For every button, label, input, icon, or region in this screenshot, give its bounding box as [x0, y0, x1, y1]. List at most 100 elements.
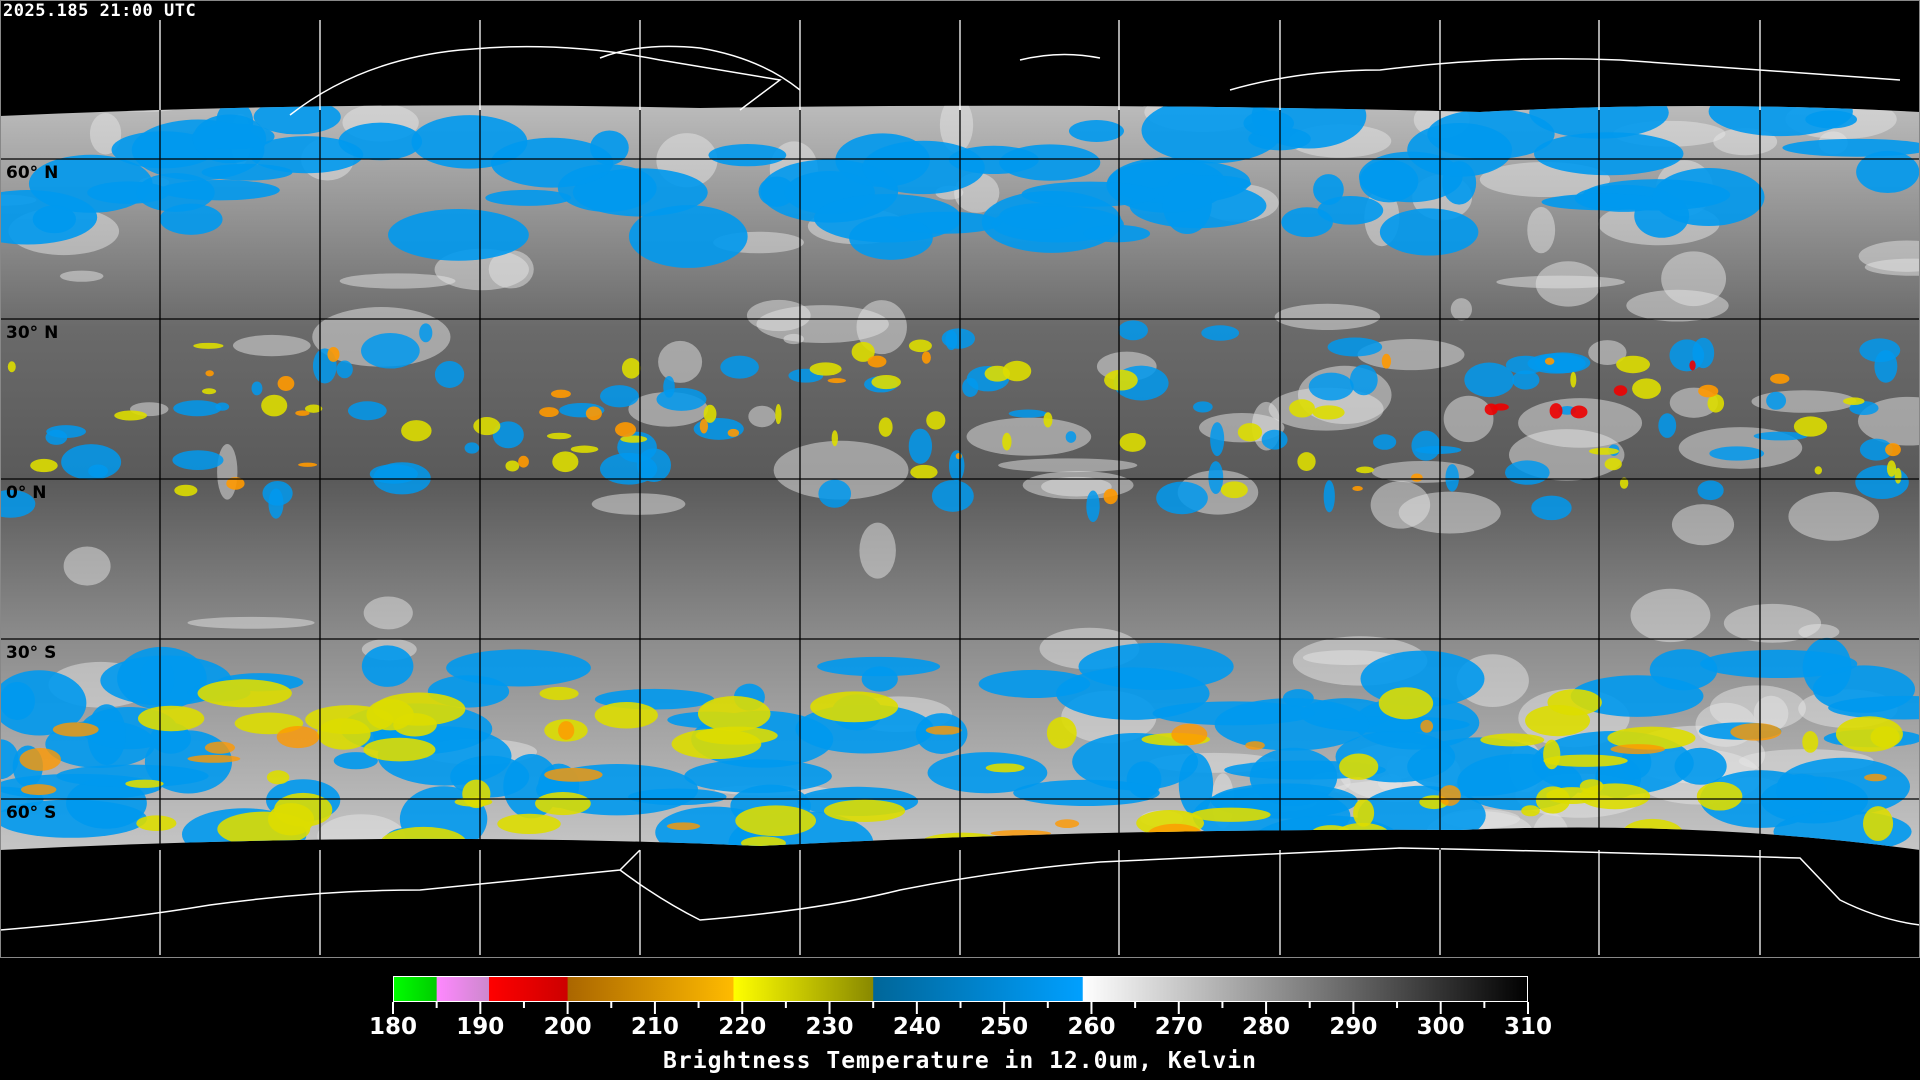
cloud-feature	[878, 417, 893, 437]
cloud-feature	[276, 725, 320, 749]
cloud-feature	[1191, 807, 1271, 822]
cloud-feature	[1349, 364, 1378, 396]
cloud-feature	[1588, 340, 1627, 365]
cloud-feature	[1308, 372, 1354, 401]
colorbar-tick-label: 190	[456, 1014, 505, 1040]
cloud-feature	[1859, 438, 1893, 461]
cloud-feature	[684, 759, 832, 793]
cloud-feature	[249, 136, 364, 174]
cloud-feature	[591, 493, 686, 515]
cloud-feature	[266, 770, 290, 785]
cloud-feature	[336, 360, 353, 379]
cloud-feature	[1104, 369, 1138, 391]
cloud-feature	[1616, 355, 1650, 374]
cloud-feature	[827, 378, 846, 384]
cloud-feature	[1770, 373, 1790, 384]
cloud-feature	[117, 646, 207, 710]
cloud-feature	[871, 374, 901, 390]
cloud-feature	[539, 686, 579, 701]
cloud-feature	[1443, 395, 1494, 443]
cloud-feature	[505, 460, 520, 472]
cloud-feature	[1103, 488, 1118, 505]
cloud-feature	[1274, 303, 1381, 331]
cloud-feature	[1013, 779, 1160, 807]
cloud-feature	[1118, 320, 1148, 341]
cloud-feature	[63, 546, 111, 586]
cloud-feature	[546, 432, 572, 440]
cloud-feature	[1547, 689, 1602, 716]
cloud-feature	[1411, 430, 1441, 461]
cloud-feature	[926, 411, 946, 430]
cloud-feature	[859, 522, 896, 579]
cloud-feature	[1043, 412, 1053, 428]
cloud-feature	[492, 421, 524, 449]
colorbar-tick-label: 180	[368, 1014, 418, 1040]
cloud-feature	[1652, 167, 1765, 227]
lat-label-30s: 30° S	[6, 643, 57, 663]
colorbar-tick-label: 280	[1242, 1014, 1291, 1040]
cloud-feature	[464, 442, 480, 454]
cloud-feature	[1533, 132, 1684, 176]
cloud-feature	[87, 704, 126, 766]
colorbar-title: Brightness Temperature in 12.0um, Kelvin	[663, 1048, 1257, 1074]
cloud-feature	[0, 799, 147, 838]
cloud-feature	[1312, 405, 1345, 420]
cloud-feature	[369, 464, 418, 484]
cloud-feature	[1480, 733, 1545, 747]
cloud-feature	[1708, 105, 1853, 137]
cloud-feature	[205, 370, 214, 377]
colorbar-tick-label: 310	[1503, 1014, 1553, 1040]
cloud-feature	[1671, 504, 1735, 546]
cloud-feature	[1156, 481, 1208, 515]
cloud-feature	[1588, 447, 1619, 455]
colorbar-tick-label: 300	[1416, 1014, 1465, 1040]
cloud-feature	[1607, 726, 1696, 750]
cloud-feature	[411, 115, 528, 169]
cloud-feature	[192, 114, 267, 164]
cloud-feature	[1531, 495, 1572, 521]
cloud-feature	[347, 401, 387, 421]
cloud-feature	[1415, 445, 1462, 454]
cloud-feature	[1493, 403, 1509, 411]
cloud-feature	[446, 649, 591, 687]
cloud-feature	[539, 407, 559, 418]
cloud-feature	[1698, 384, 1719, 398]
cloud-feature	[1302, 650, 1395, 666]
cloud-feature	[1570, 371, 1577, 388]
cloud-feature	[1544, 357, 1555, 365]
cloud-feature	[485, 189, 572, 206]
cloud-feature	[600, 385, 639, 408]
cloud-feature	[999, 144, 1101, 181]
cloud-feature	[1610, 744, 1665, 755]
coastlines	[0, 45, 1920, 931]
cloud-feature	[1281, 207, 1333, 238]
cloud-feature	[226, 477, 245, 490]
timestamp: 2025.185 21:00 UTC	[3, 1, 197, 21]
cloud-feature	[558, 721, 575, 740]
cloud-feature	[1835, 716, 1903, 752]
cloud-feature	[1630, 588, 1711, 643]
cloud-feature	[434, 360, 465, 388]
cloud-feature	[1658, 413, 1677, 438]
cloud-feature	[1008, 409, 1047, 418]
cloud-feature	[925, 725, 962, 735]
cloud-feature	[910, 464, 938, 480]
cloud-feature	[1766, 391, 1787, 410]
cloud-feature	[1214, 698, 1370, 751]
cloud-feature	[1512, 370, 1540, 390]
cloud-feature	[1859, 338, 1901, 363]
cloud-feature	[1464, 362, 1515, 398]
cloud-feature	[1450, 298, 1472, 321]
cloud-feature	[628, 205, 748, 268]
cloud-feature	[1046, 716, 1077, 749]
cloud-feature	[1208, 461, 1224, 494]
cloud-feature	[783, 333, 805, 345]
cloud-feature	[570, 445, 599, 453]
cloud-feature	[1381, 353, 1392, 369]
cloud-feature	[1171, 723, 1208, 746]
cloud-feature	[998, 458, 1138, 473]
cloud-feature	[1619, 477, 1629, 489]
cloud-feature	[89, 113, 122, 155]
cloud-feature	[1356, 466, 1375, 474]
cloud-feature	[87, 181, 170, 204]
